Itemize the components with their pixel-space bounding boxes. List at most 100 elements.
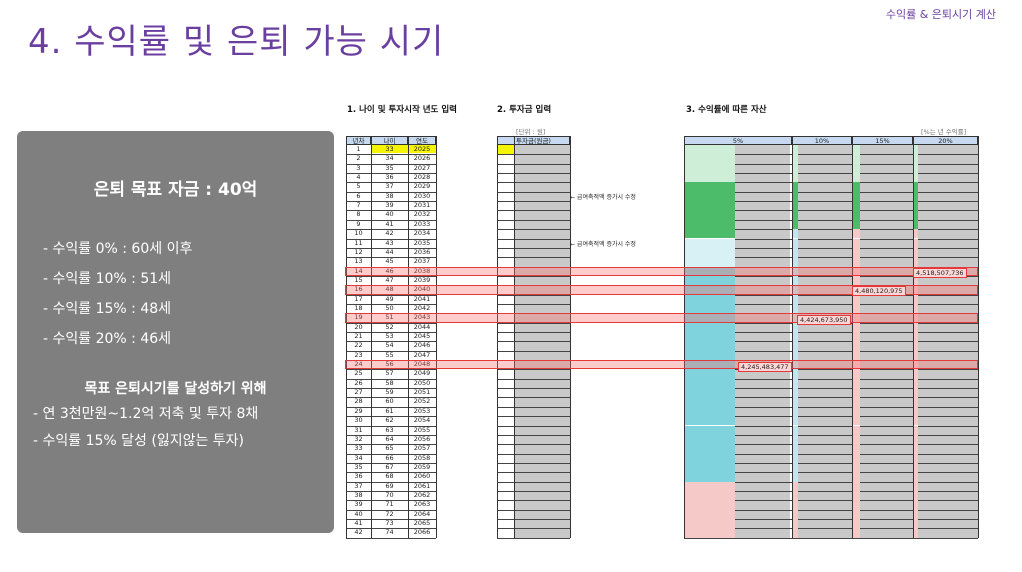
row-border [684, 257, 978, 259]
cell-year: 2035 [413, 238, 431, 247]
r10-cell-fill [792, 360, 798, 370]
amount-rate-20: 4,518,507,736 [913, 268, 967, 278]
r5-cell-fill [684, 341, 735, 351]
r20-cell-fill [913, 163, 918, 174]
cell-year: 2034 [413, 229, 431, 238]
cell-year-index: 34 [354, 453, 363, 462]
cell-age: 57 [385, 369, 394, 378]
column-border [684, 136, 685, 538]
row-border [497, 275, 570, 277]
r5-cell-fill [684, 163, 735, 174]
row-border [346, 472, 436, 474]
row-border [684, 182, 978, 184]
unit-note: [단위 : 원] [516, 128, 546, 136]
cell-year-index: 8 [356, 210, 361, 219]
cell-year: 2061 [413, 481, 431, 490]
r15-cell-fill [852, 145, 860, 155]
row-border [346, 275, 436, 277]
cell-age: 47 [385, 275, 394, 284]
row-border [684, 173, 978, 175]
row-border [497, 163, 570, 165]
r15-cell-fill [852, 238, 860, 248]
row-border [346, 528, 436, 530]
cell-year: 2044 [413, 322, 431, 331]
r20-cell-fill [913, 229, 918, 239]
row-border [346, 537, 436, 539]
r20-cell-fill [913, 481, 918, 491]
r20-cell-fill [913, 434, 918, 445]
row-border [497, 332, 570, 333]
cell-age: 72 [385, 509, 394, 518]
r5-cell-fill [684, 472, 735, 482]
row-border [497, 462, 570, 464]
rate-item: - 수익률 0% : 60세 이후 [43, 241, 193, 257]
amount-rate-10: 4,424,673,950 [797, 315, 851, 325]
cell-age: 40 [385, 210, 394, 219]
highlight-row [345, 313, 978, 323]
r5-cell-fill [684, 313, 735, 323]
r10-cell-fill [792, 378, 798, 389]
r5-cell-fill [684, 406, 735, 417]
column-border [570, 136, 571, 538]
invest-input-cell[interactable] [497, 145, 514, 155]
r15-cell-fill [852, 472, 860, 482]
r5-cell-fill [684, 145, 735, 155]
cell-age: 59 [385, 388, 394, 397]
row-border [346, 406, 436, 408]
header-year-index: 년차 [346, 136, 371, 145]
row-border [684, 294, 978, 296]
cell-year-index: 15 [354, 275, 363, 284]
r10-cell-fill [792, 406, 798, 417]
cell-year: 2057 [413, 444, 431, 453]
r10-cell-fill [792, 322, 798, 332]
header-year: 연도 [408, 136, 436, 145]
cell-year: 2066 [413, 528, 431, 537]
r20-cell-fill [913, 388, 918, 398]
r15-cell-fill [852, 294, 860, 304]
r20-cell-fill [913, 500, 918, 510]
cell-year-index: 14 [354, 266, 363, 275]
row-border [497, 528, 570, 530]
r5-cell-fill [684, 154, 735, 164]
r10-cell-fill [792, 397, 798, 407]
cell-year-index: 10 [354, 229, 363, 238]
r15-cell-fill [852, 247, 860, 258]
row-border [346, 229, 436, 231]
r15-cell-fill [852, 191, 860, 202]
r10-cell-fill [792, 509, 798, 519]
cell-age: 74 [385, 528, 394, 537]
cell-age: 48 [385, 285, 394, 294]
cell-year: 2038 [413, 266, 431, 275]
row-border [346, 257, 436, 259]
cell-year-index: 27 [354, 388, 363, 397]
r20-cell-fill [913, 210, 918, 220]
r20-cell-fill [913, 406, 918, 417]
row-border [684, 416, 978, 418]
cell-year-index: 28 [354, 397, 363, 406]
r20-cell-fill [913, 462, 918, 473]
panel-heading: 은퇴 목표 자금 : 40억 [93, 180, 258, 200]
cell-age: 37 [385, 182, 394, 191]
highlight-row [345, 360, 978, 370]
highlight-row [345, 266, 978, 276]
cell-year: 2042 [413, 303, 431, 312]
row-border [497, 341, 570, 343]
r5-cell-fill [684, 191, 735, 202]
header-rate-5: 5% [684, 136, 792, 145]
r10-cell-fill [792, 313, 798, 323]
r15-cell-fill [852, 406, 860, 417]
row-border [497, 416, 570, 418]
r15-cell-fill [852, 481, 860, 491]
r10-cell-fill [792, 453, 798, 463]
r20-cell-fill [913, 453, 918, 463]
row-border [684, 154, 978, 156]
cell-year-index: 1 [356, 145, 361, 153]
cell-year: 2039 [413, 275, 431, 284]
cell-year: 2043 [413, 313, 431, 322]
cell-year-index: 19 [354, 313, 363, 322]
row-border [497, 425, 570, 427]
r10-cell-fill [792, 528, 798, 538]
r20-cell-fill [913, 285, 918, 295]
cell-year: 2050 [413, 378, 431, 387]
row-border [497, 201, 570, 203]
